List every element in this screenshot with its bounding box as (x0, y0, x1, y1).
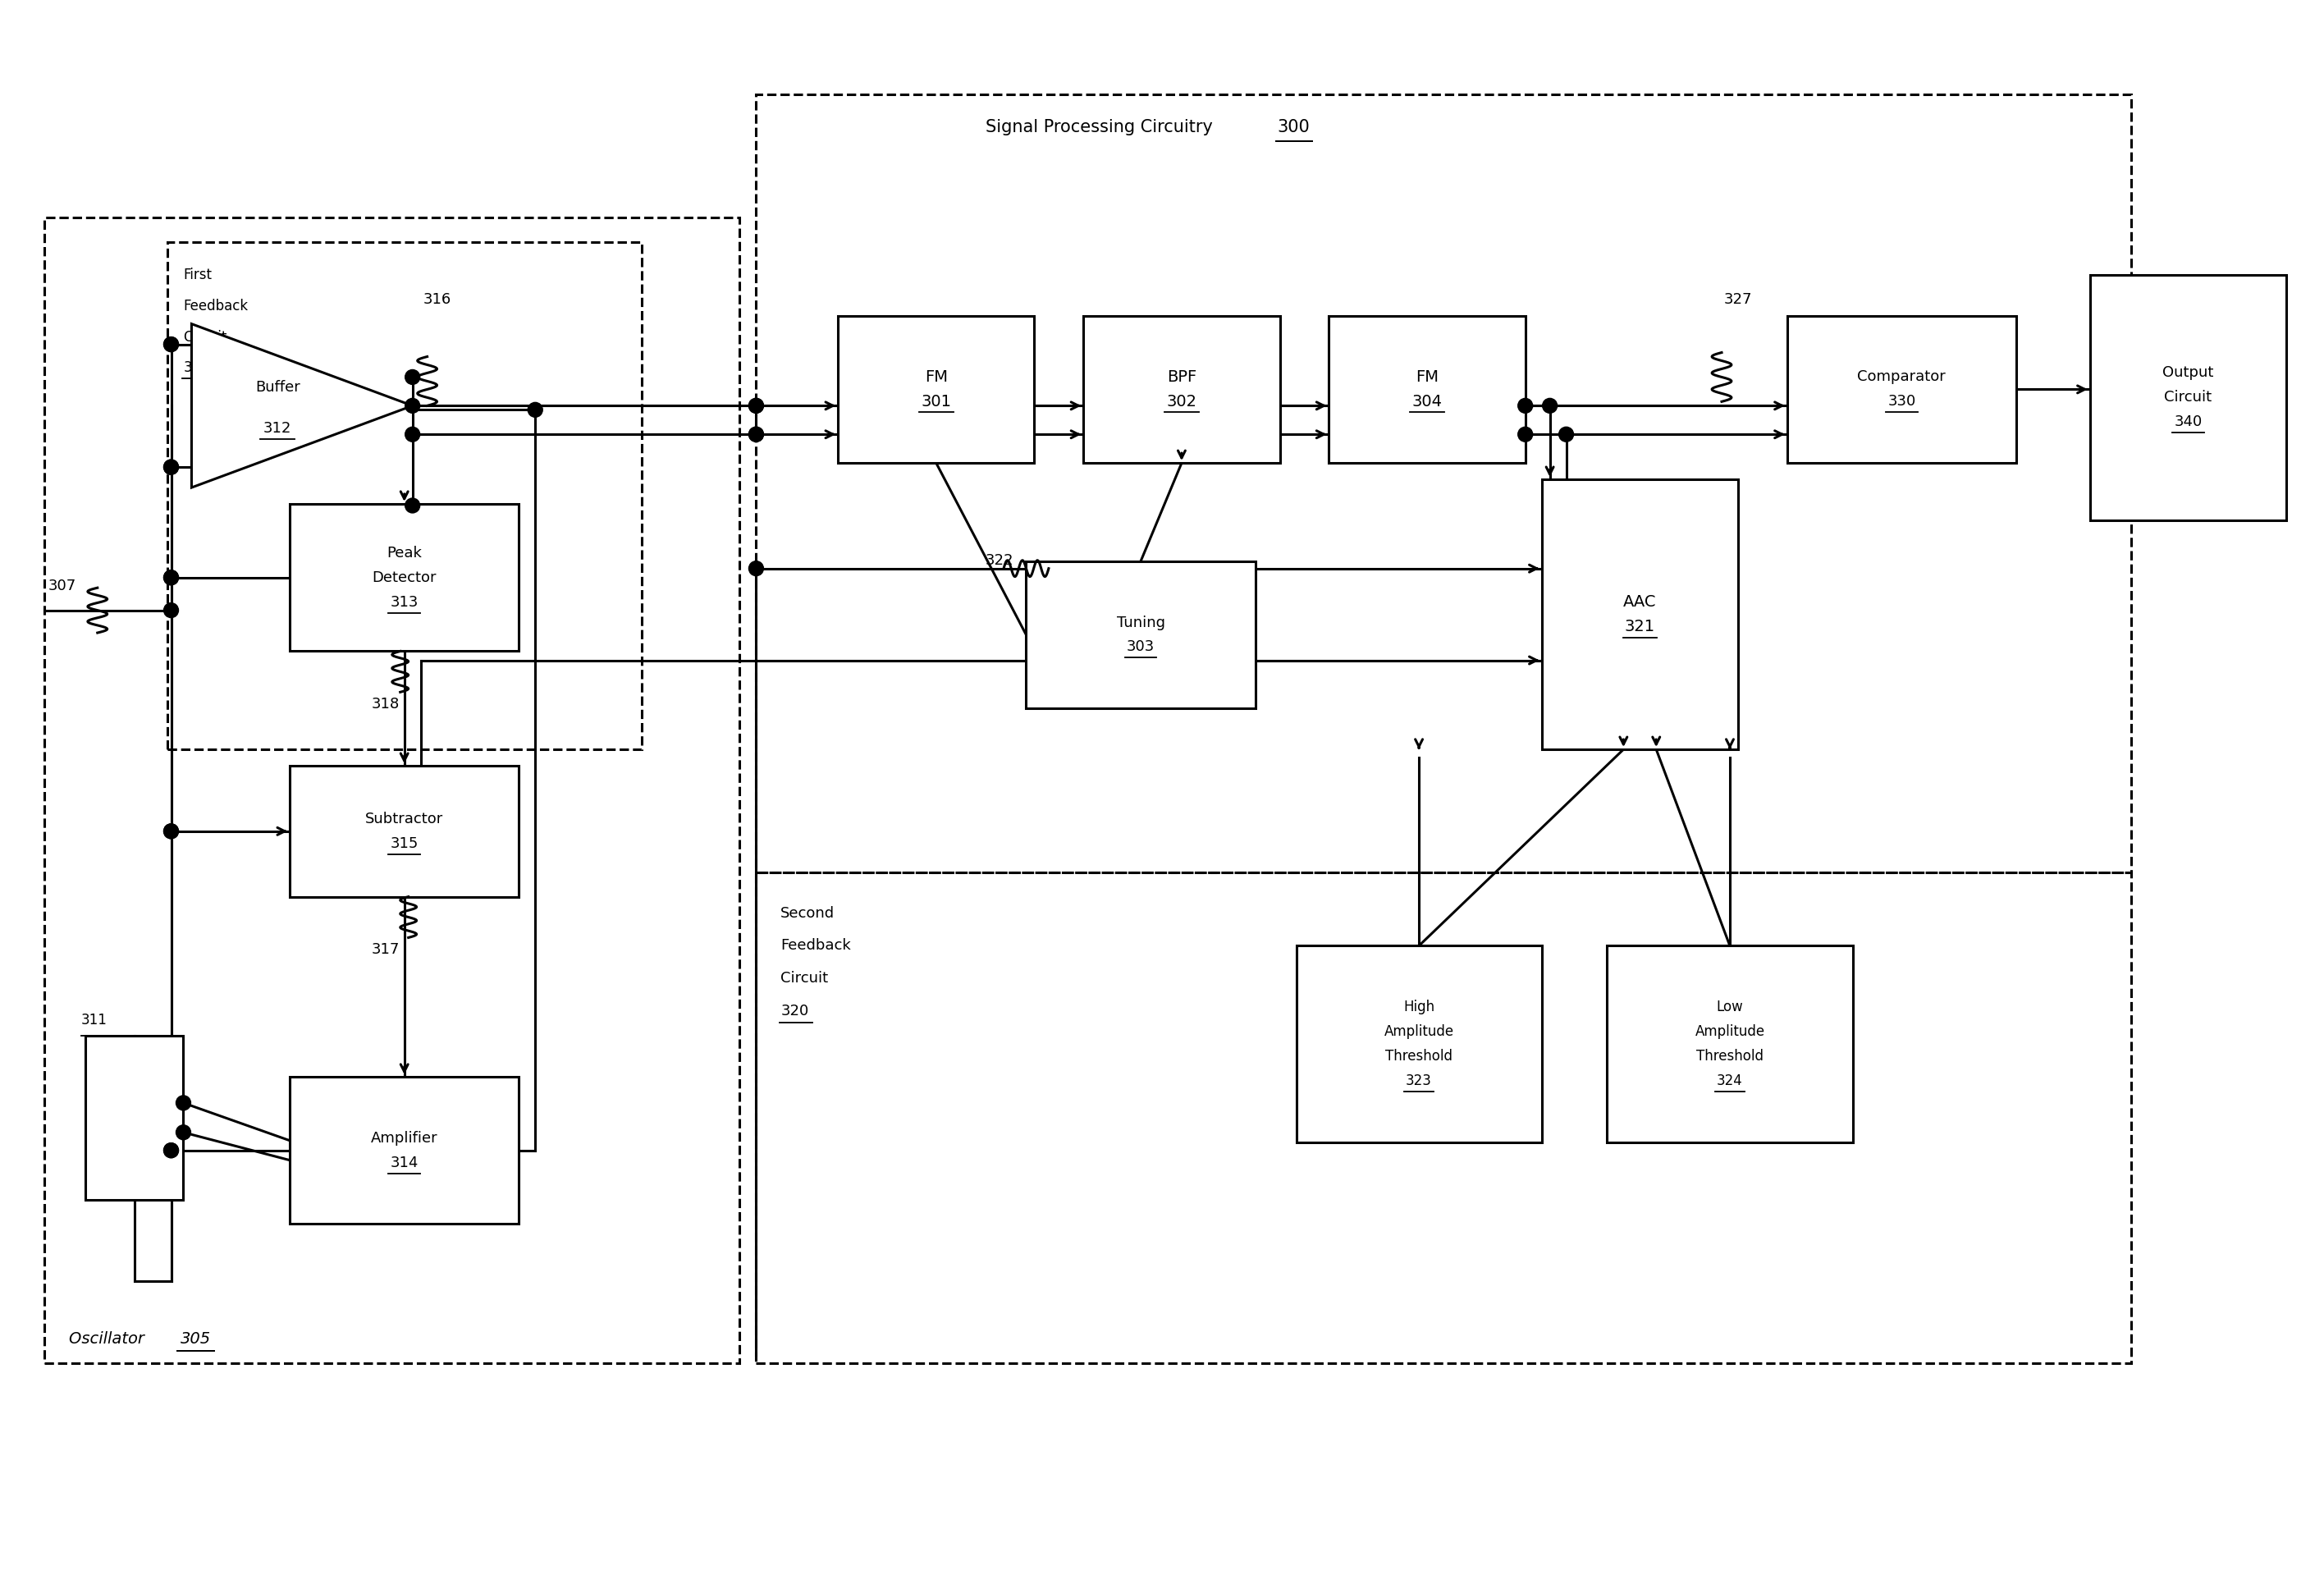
Circle shape (748, 427, 765, 441)
FancyBboxPatch shape (2089, 275, 2287, 520)
Circle shape (163, 570, 179, 586)
FancyBboxPatch shape (290, 1077, 518, 1225)
Circle shape (404, 369, 421, 385)
Text: Feedback: Feedback (781, 939, 851, 953)
Text: Circuit: Circuit (184, 330, 228, 344)
Circle shape (163, 460, 179, 474)
Text: Threshold: Threshold (1697, 1049, 1764, 1063)
Circle shape (177, 1126, 191, 1140)
Circle shape (163, 338, 179, 352)
Circle shape (404, 427, 421, 441)
Text: 304: 304 (1413, 394, 1443, 410)
Text: 301: 301 (920, 394, 951, 410)
FancyBboxPatch shape (1608, 945, 1852, 1143)
FancyBboxPatch shape (839, 316, 1034, 463)
Circle shape (163, 1143, 179, 1157)
Text: 314: 314 (390, 1156, 418, 1170)
Text: Peak: Peak (386, 546, 423, 560)
Circle shape (163, 338, 179, 352)
Text: 300: 300 (1278, 119, 1311, 135)
Text: Signal Processing Circuitry: Signal Processing Circuitry (985, 119, 1218, 135)
Text: 302: 302 (1167, 394, 1197, 410)
Circle shape (163, 1143, 179, 1157)
Text: 340: 340 (2173, 414, 2203, 430)
Text: Output: Output (2161, 366, 2215, 380)
Text: Threshold: Threshold (1385, 1049, 1452, 1063)
Circle shape (404, 498, 421, 513)
Text: AAC: AAC (1622, 595, 1657, 609)
Text: 305: 305 (181, 1331, 211, 1347)
Text: Detector: Detector (372, 570, 437, 586)
Text: 310: 310 (184, 361, 209, 375)
Text: 327: 327 (1724, 292, 1752, 306)
Text: Comparator: Comparator (1857, 369, 1945, 385)
Text: 321: 321 (1624, 619, 1655, 634)
Text: Circuit: Circuit (781, 972, 827, 986)
Text: 318: 318 (372, 697, 400, 711)
Text: Buffer: Buffer (256, 380, 300, 396)
Text: 322: 322 (985, 553, 1013, 568)
Text: Feedback: Feedback (184, 298, 249, 314)
Circle shape (177, 1096, 191, 1110)
Text: 320: 320 (781, 1003, 809, 1019)
FancyBboxPatch shape (1541, 479, 1738, 749)
Text: High: High (1404, 1000, 1434, 1014)
Circle shape (1559, 427, 1573, 441)
Text: 307: 307 (49, 578, 77, 593)
Circle shape (163, 460, 179, 474)
Text: Second: Second (781, 906, 834, 920)
Text: 330: 330 (1887, 394, 1915, 410)
Circle shape (163, 603, 179, 617)
Circle shape (1518, 427, 1532, 441)
Text: Subtractor: Subtractor (365, 812, 444, 826)
Text: 313: 313 (390, 595, 418, 609)
FancyBboxPatch shape (1329, 316, 1525, 463)
Circle shape (1543, 399, 1557, 413)
Circle shape (1518, 399, 1532, 413)
Circle shape (163, 824, 179, 838)
Text: Tuning: Tuning (1116, 615, 1164, 630)
Text: 311: 311 (81, 1013, 107, 1028)
Text: Amplitude: Amplitude (1694, 1024, 1764, 1039)
Text: Amplifier: Amplifier (372, 1130, 437, 1146)
FancyBboxPatch shape (86, 1036, 184, 1199)
Text: Circuit: Circuit (2164, 389, 2212, 405)
Circle shape (748, 427, 765, 441)
Circle shape (528, 402, 541, 418)
FancyBboxPatch shape (290, 504, 518, 652)
Text: 303: 303 (1127, 639, 1155, 655)
Circle shape (748, 399, 765, 413)
Text: BPF: BPF (1167, 369, 1197, 385)
FancyBboxPatch shape (1027, 560, 1255, 708)
Circle shape (163, 824, 179, 838)
Text: 315: 315 (390, 837, 418, 851)
Text: Oscillator: Oscillator (70, 1331, 149, 1347)
Text: 312: 312 (263, 421, 290, 436)
FancyBboxPatch shape (1787, 316, 2017, 463)
Text: First: First (184, 267, 211, 283)
FancyBboxPatch shape (290, 766, 518, 896)
Circle shape (748, 560, 765, 576)
Circle shape (163, 570, 179, 586)
Text: FM: FM (925, 369, 948, 385)
Polygon shape (191, 323, 411, 488)
Text: 323: 323 (1406, 1074, 1432, 1088)
FancyBboxPatch shape (1297, 945, 1541, 1143)
Text: FM: FM (1415, 369, 1439, 385)
Text: 316: 316 (423, 292, 451, 306)
Circle shape (404, 399, 421, 413)
Text: 324: 324 (1717, 1074, 1743, 1088)
Text: Low: Low (1717, 1000, 1743, 1014)
Text: 317: 317 (372, 942, 400, 958)
Text: Amplitude: Amplitude (1385, 1024, 1455, 1039)
FancyBboxPatch shape (1083, 316, 1281, 463)
Circle shape (748, 399, 765, 413)
